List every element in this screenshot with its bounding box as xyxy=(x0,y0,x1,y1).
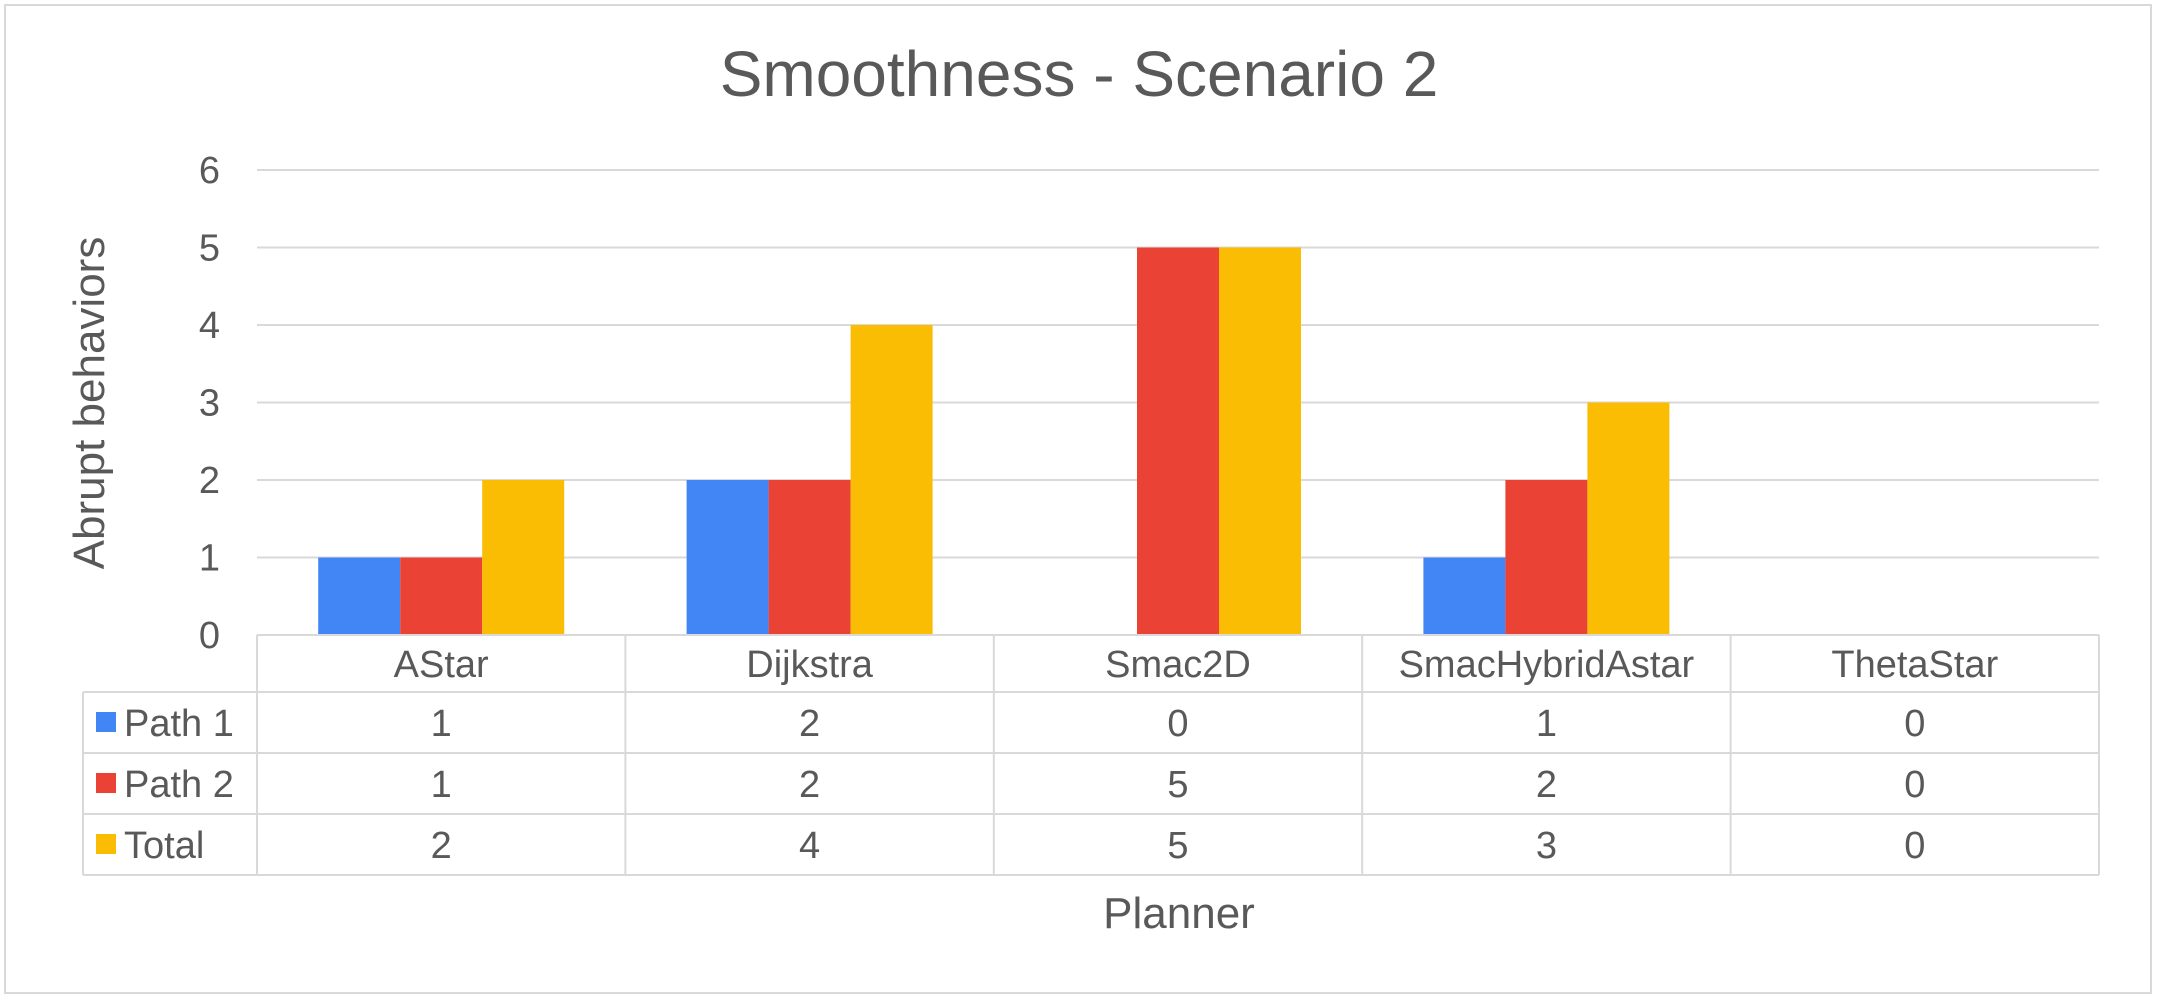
bar xyxy=(482,480,565,635)
bar xyxy=(850,325,933,635)
x-tick-label: Smac2D xyxy=(1105,644,1251,686)
legend-label: Total xyxy=(124,825,204,867)
table-cell-value: 4 xyxy=(799,825,820,867)
legend-key xyxy=(96,712,116,732)
table-cell-value: 1 xyxy=(431,703,452,745)
chart-title: Smoothness - Scenario 2 xyxy=(720,38,1439,110)
table-cell-value: 5 xyxy=(1167,764,1188,806)
table-cell-value: 1 xyxy=(431,764,452,806)
x-tick-label: AStar xyxy=(394,644,489,686)
y-axis-title: Abrupt behaviors xyxy=(65,237,114,570)
table-cell-value: 0 xyxy=(1167,703,1188,745)
y-tick-label: 6 xyxy=(199,150,220,192)
legend-key xyxy=(96,773,116,793)
x-tick-label: SmacHybridAstar xyxy=(1399,644,1695,686)
data-table: AStar Dijkstra Smac2D SmacHybridAstar ThetaS… xyxy=(82,634,2100,876)
table-cell-value: 2 xyxy=(431,825,452,867)
table-cell-value: 2 xyxy=(1536,764,1557,806)
bar xyxy=(1587,402,1670,635)
bar xyxy=(1137,247,1219,635)
bars xyxy=(318,247,1670,635)
bar xyxy=(400,557,483,635)
bar xyxy=(1505,480,1588,635)
x-tick-label: Dijkstra xyxy=(746,644,874,686)
bar xyxy=(318,557,401,635)
table-cell-value: 0 xyxy=(1904,825,1925,867)
bar xyxy=(1219,247,1301,635)
bar xyxy=(686,480,769,635)
table-cell-value: 0 xyxy=(1904,764,1925,806)
y-tick-label: 5 xyxy=(199,228,220,270)
y-tick-label: 2 xyxy=(199,460,220,502)
y-tick-label: 0 xyxy=(199,615,220,657)
table-cell-value: 3 xyxy=(1536,825,1557,867)
y-tick-label: 3 xyxy=(199,383,220,425)
legend-label: Path 1 xyxy=(124,703,234,745)
x-tick-label: ThetaStar xyxy=(1831,644,1998,686)
bar xyxy=(768,480,851,635)
legend-label: Path 2 xyxy=(124,764,234,806)
table-cell-value: 0 xyxy=(1904,703,1925,745)
legend-key xyxy=(96,834,116,854)
y-axis-ticks: 0 1 2 3 4 5 6 xyxy=(199,150,220,657)
x-axis-title: Planner xyxy=(1103,889,1255,938)
table-cell-value: 1 xyxy=(1536,703,1557,745)
bar xyxy=(1423,557,1506,635)
y-tick-label: 1 xyxy=(199,538,220,580)
table-cell-value: 2 xyxy=(799,703,820,745)
table-cell-value: 2 xyxy=(799,764,820,806)
y-tick-label: 4 xyxy=(199,305,220,347)
table-cell-value: 5 xyxy=(1167,825,1188,867)
